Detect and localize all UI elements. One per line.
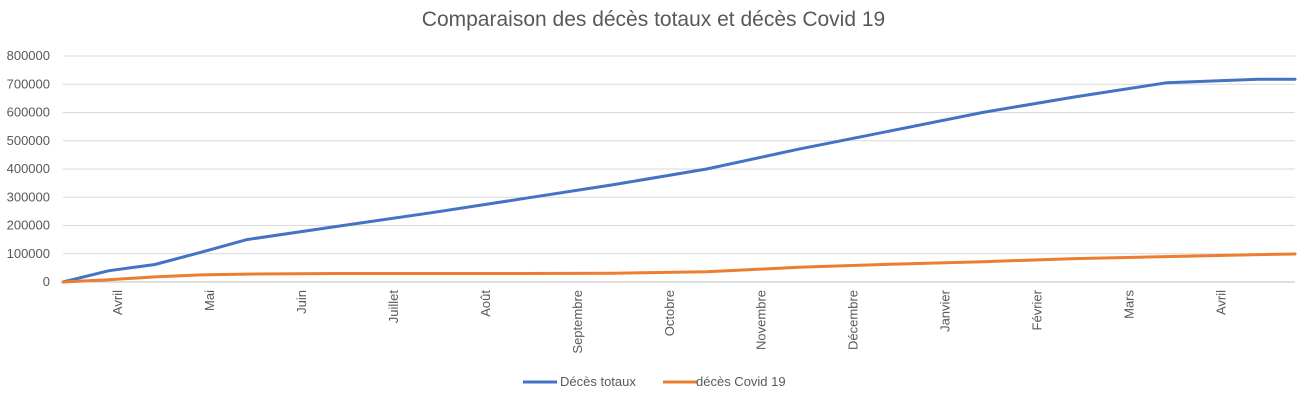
x-tick-label: Novembre (754, 290, 769, 350)
gridlines (63, 55, 1295, 255)
x-tick-label: Décembre (846, 290, 861, 350)
y-tick-label: 400000 (7, 161, 50, 176)
x-tick-label: Juillet (386, 290, 401, 324)
y-tick-label: 500000 (7, 133, 50, 148)
x-tick-label: Août (478, 290, 493, 317)
y-tick-label: 700000 (7, 76, 50, 91)
legend-label: Décès totaux (560, 374, 636, 389)
x-tick-label: Septembre (570, 290, 585, 354)
x-tick-label: Janvier (938, 289, 953, 332)
x-tick-label: Avril (110, 290, 125, 315)
y-tick-label: 300000 (7, 189, 50, 204)
x-tick-label: Mai (202, 290, 217, 311)
x-tick-label: Juin (294, 290, 309, 314)
series-line-1 (61, 252, 1297, 284)
y-axis-ticks: 0 100000 200000 300000 400000 500000 600000 700… (7, 48, 50, 289)
y-tick-label: 100000 (7, 246, 50, 261)
x-tick-label: Février (1030, 289, 1045, 330)
y-tick-label: 800000 (7, 48, 50, 63)
series-lines (61, 77, 1297, 284)
legend-label: décès Covid 19 (696, 374, 786, 389)
x-tick-label: Avril (1213, 290, 1228, 315)
y-tick-label: 200000 (7, 218, 50, 233)
x-axis-ticks: Avril Mai Juin Juillet Août Septembre Octobre N… (110, 289, 1228, 353)
series-line-0 (61, 77, 1297, 284)
chart-title: Comparaison des décès totaux et décès Co… (421, 8, 886, 31)
x-tick-label: Octobre (662, 290, 677, 336)
y-tick-label: 600000 (7, 105, 50, 120)
legend: Décès totaux décès Covid 19 (523, 374, 786, 389)
x-tick-label: Mars (1122, 290, 1137, 319)
y-tick-label: 0 (43, 274, 50, 289)
